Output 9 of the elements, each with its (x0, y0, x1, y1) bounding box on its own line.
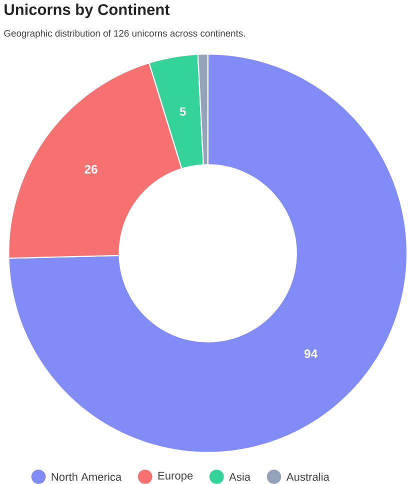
data-label: 26 (84, 164, 98, 174)
legend-label: North America (52, 472, 122, 481)
chart-subtitle: Geographic distribution of 126 unicorns across continents. (4, 30, 246, 39)
chart-title: Unicorns by Continent (4, 4, 170, 18)
legend-label: Australia (286, 472, 330, 481)
data-label: 5 (180, 107, 186, 116)
legend-label: Europe (158, 472, 193, 482)
data-label: 94 (304, 349, 318, 358)
legend-label: Asia (229, 472, 251, 481)
